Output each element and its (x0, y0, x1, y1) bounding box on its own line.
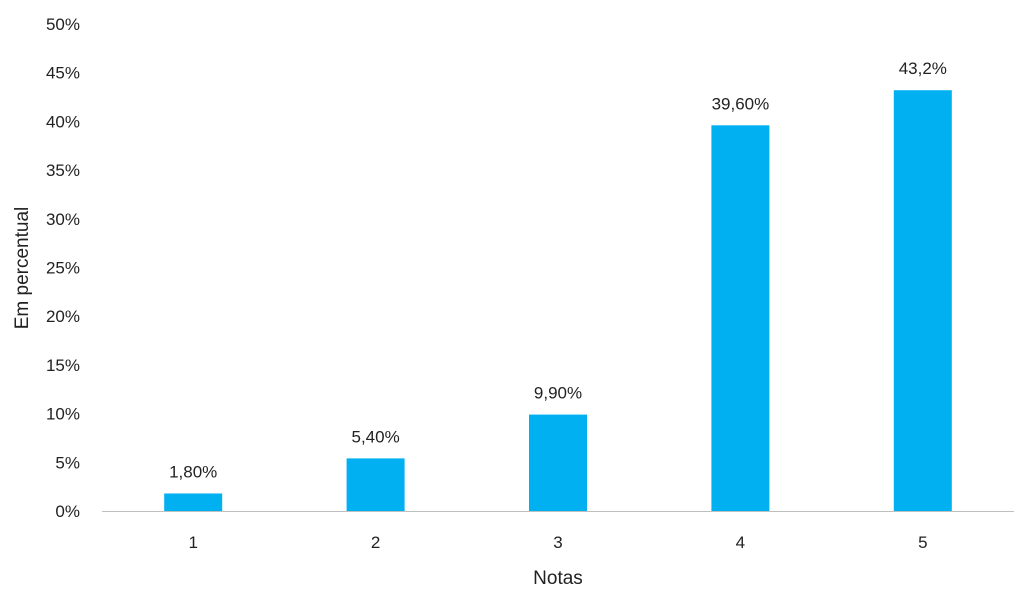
y-tick-label: 10% (46, 405, 80, 424)
x-tick-label: 3 (553, 533, 562, 552)
y-tick-label: 25% (46, 259, 80, 278)
x-axis-title: Notas (533, 568, 583, 589)
x-tick-label: 5 (918, 533, 927, 552)
x-tick-label: 4 (736, 533, 745, 552)
y-tick-label: 50% (46, 15, 80, 34)
y-axis-ticks: 0% 5% 10% 15% 20% 25% 30% 35% 40% 45% 50% (46, 15, 80, 521)
data-label: 5,40% (351, 427, 399, 446)
data-label: 39,60% (712, 94, 770, 113)
x-tick-label: 2 (371, 533, 380, 552)
bar (346, 458, 405, 511)
bar (529, 414, 587, 511)
y-tick-label: 20% (46, 307, 80, 326)
y-tick-label: 5% (55, 453, 80, 472)
data-label: 9,90% (534, 384, 582, 403)
y-tick-label: 15% (46, 356, 80, 375)
bar (164, 493, 223, 511)
y-tick-label: 0% (55, 502, 80, 521)
x-tick-label: 1 (188, 533, 197, 552)
bar (893, 90, 952, 512)
bars: 1,80% 5,40% 9,90% 39,60% 43,2% (164, 59, 952, 512)
data-label: 43,2% (899, 59, 947, 78)
data-label: 1,80% (169, 462, 217, 481)
y-tick-label: 40% (46, 112, 80, 131)
x-axis-ticks: 1 2 3 4 5 (188, 533, 927, 552)
y-tick-label: 30% (46, 210, 80, 229)
y-tick-label: 45% (46, 64, 80, 83)
bar (711, 125, 770, 512)
y-tick-label: 35% (46, 161, 80, 180)
y-axis-title: Em percentual (12, 207, 33, 330)
